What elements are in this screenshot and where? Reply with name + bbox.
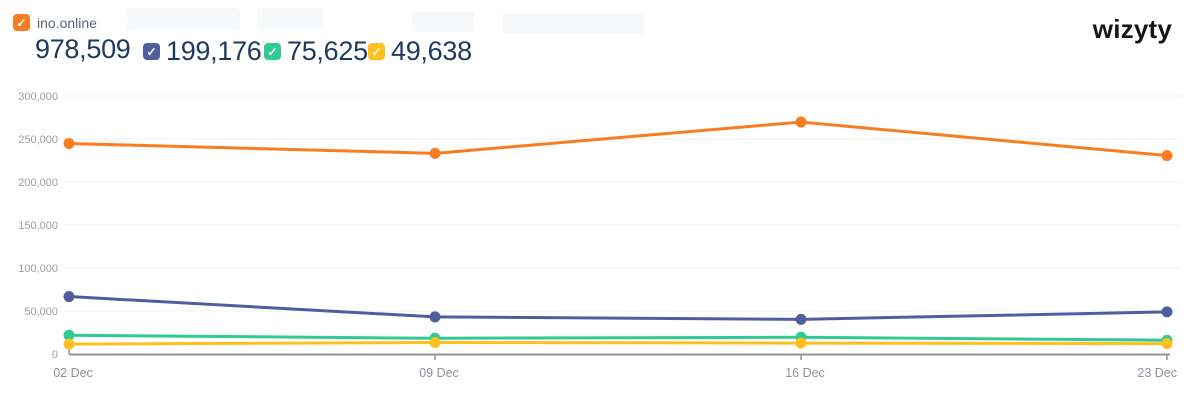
checkbox-checked-icon[interactable]: ✓ [143,43,160,60]
x-axis-label: 23 Dec [1137,366,1177,380]
redacted-label-placeholder [127,8,240,30]
legend-item-ino-online[interactable]: ✓ ino.online 978,509 [13,14,131,63]
checkbox-checked-icon[interactable]: ✓ [368,43,385,60]
x-axis-label: 16 Dec [785,366,825,380]
chart-point-series-1[interactable] [1161,150,1173,162]
checkbox-checked-icon[interactable]: ✓ [264,43,281,60]
y-axis-tick-label: 0 [52,349,58,361]
y-axis-tick-label: 300,000 [18,91,58,103]
legend-item-series-2[interactable]: ✓ 199,176 [143,38,262,65]
chart-point-series-1[interactable] [429,147,441,159]
chart-point-series-2[interactable] [429,311,441,323]
legend-total-value: 978,509 [35,34,131,64]
chart-point-series-4[interactable] [63,338,75,350]
redacted-label-placeholder [257,8,323,30]
y-axis-tick-label: 100,000 [18,263,58,275]
legend-item-series-3[interactable]: ✓ 75,625 [264,38,368,65]
y-axis-tick-label: 200,000 [18,177,58,189]
chart-point-series-2[interactable] [795,313,807,325]
redacted-label-placeholder [502,13,645,34]
y-axis-tick-label: 150,000 [18,220,58,232]
y-axis-tick-label: 250,000 [18,134,58,146]
chart-point-series-1[interactable] [795,116,807,128]
chart-point-series-4[interactable] [1161,338,1173,350]
chart-line-series-3 [67,333,1169,342]
legend-total-value: 75,625 [287,36,368,66]
chart-point-series-4[interactable] [429,336,441,348]
y-axis-tick-label: 50,000 [24,306,58,318]
wizyty-logo: wizyty [1092,14,1172,44]
legend-total-value: 199,176 [166,36,262,66]
chart-point-series-3[interactable] [63,329,75,341]
x-axis-label: 02 Dec [53,366,93,380]
chart-line-series-4 [67,340,1169,346]
chart-point-series-4[interactable] [795,337,807,349]
chart-point-series-1[interactable] [63,137,75,149]
legend-total-value: 49,638 [391,36,472,66]
chart-point-series-2[interactable] [63,291,75,303]
checkbox-checked-icon[interactable]: ✓ [13,14,30,31]
legend-item-series-4[interactable]: ✓ 49,638 [368,38,472,65]
chart-line-series-1 [67,120,1169,158]
legend-series-name: ino.online [37,14,97,31]
chart-point-series-2[interactable] [1161,306,1173,318]
chart-line-series-2 [67,295,1169,321]
x-axis-label: 09 Dec [419,366,459,380]
redacted-label-placeholder [412,12,474,32]
